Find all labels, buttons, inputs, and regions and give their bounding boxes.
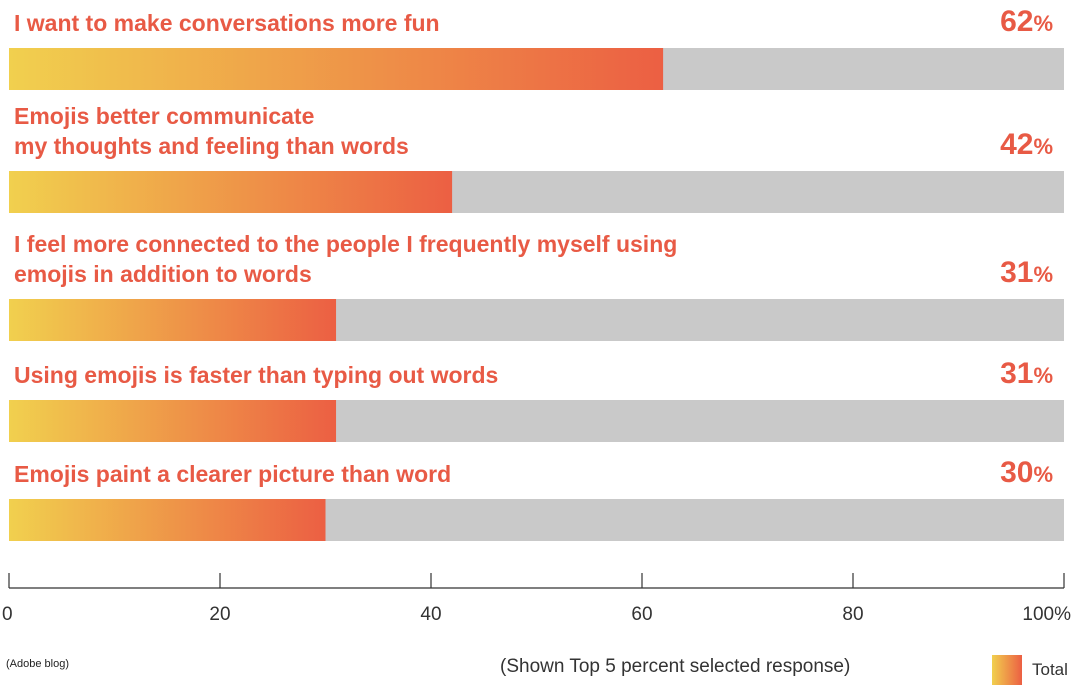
legend-swatch — [992, 655, 1022, 685]
x-tick-label: 0 — [2, 604, 13, 625]
category-label: I want to make conversations more fun — [14, 10, 440, 36]
bars-layer: I want to make conversations more fun 62%… — [9, 5, 1064, 541]
x-tick-label: 100% — [1022, 604, 1071, 625]
footnote: (Shown Top 5 percent selected response) — [500, 656, 851, 677]
x-tick-label: 40 — [420, 604, 441, 625]
category-label: Using emojis is faster than typing out w… — [14, 362, 498, 388]
category-label: Emojis paint a clearer picture than word — [14, 461, 451, 487]
bar — [9, 48, 664, 90]
x-tick-label: 60 — [631, 604, 652, 625]
data-label: 62% — [1000, 5, 1053, 38]
legend: Total — [992, 655, 1068, 685]
bar — [9, 171, 453, 213]
category-label: my thoughts and feeling than words — [14, 133, 409, 159]
data-label: 30% — [1000, 456, 1053, 489]
data-label: 31% — [1000, 256, 1053, 289]
category-label: Emojis better communicate — [14, 103, 314, 129]
x-tick-label: 80 — [842, 604, 863, 625]
source-note: (Adobe blog) — [6, 658, 69, 670]
data-label: 31% — [1000, 357, 1053, 390]
category-label: I feel more connected to the people I fr… — [14, 231, 677, 257]
category-label: emojis in addition to words — [14, 261, 312, 287]
bar — [9, 499, 326, 541]
bar — [9, 400, 337, 442]
bar — [9, 299, 337, 341]
x-axis: 0 20 40 60 80 100% — [2, 573, 1071, 625]
data-label: 42% — [1000, 128, 1053, 161]
x-tick-label: 20 — [209, 604, 230, 625]
legend-label: Total — [1032, 660, 1068, 679]
